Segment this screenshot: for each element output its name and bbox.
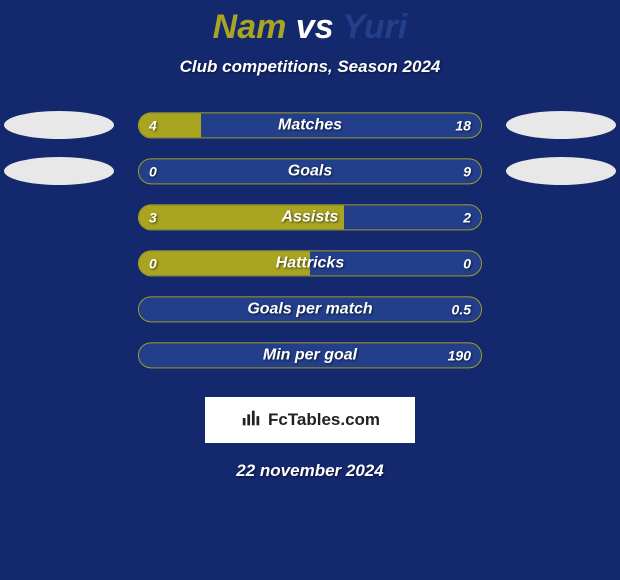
stat-row: Min per goal190	[0, 337, 620, 383]
player1-name: Nam	[213, 8, 287, 46]
stat-bar: Goals per match0.5	[138, 296, 482, 322]
brand-badge[interactable]: FcTables.com	[205, 397, 415, 443]
stat-bar-right	[310, 251, 481, 275]
player1-badge	[4, 157, 114, 185]
player2-name: Yuri	[342, 8, 407, 46]
stat-bar: Goals09	[138, 158, 482, 184]
page-title: Nam vs Yuri	[0, 0, 620, 47]
comparison-card: Nam vs Yuri Club competitions, Season 20…	[0, 0, 620, 580]
stat-row: Hattricks00	[0, 245, 620, 291]
chart-icon	[240, 407, 262, 434]
player1-badge	[4, 111, 114, 139]
stats-list: Matches418 Goals09 Assists32 Hattricks00 Goa…	[0, 107, 620, 383]
stat-bar-right	[139, 297, 481, 321]
stat-bar-left	[139, 205, 344, 229]
player2-badge	[506, 111, 616, 139]
subtitle: Club competitions, Season 2024	[0, 57, 620, 77]
stat-bar-right	[139, 343, 481, 367]
stat-row: Matches418	[0, 107, 620, 153]
stat-bar-left	[139, 113, 201, 137]
stat-bar-right	[201, 113, 481, 137]
stat-bar: Assists32	[138, 204, 482, 230]
stat-row: Assists32	[0, 199, 620, 245]
brand-text: FcTables.com	[268, 410, 380, 430]
stat-row: Goals09	[0, 153, 620, 199]
stat-bar-right	[344, 205, 481, 229]
stat-bar-left	[139, 251, 310, 275]
player2-badge	[506, 157, 616, 185]
stat-bar: Matches418	[138, 112, 482, 138]
date-label: 22 november 2024	[0, 461, 620, 481]
stat-bar: Hattricks00	[138, 250, 482, 276]
stat-bar-right	[139, 159, 481, 183]
vs-label: vs	[296, 8, 334, 46]
stat-row: Goals per match0.5	[0, 291, 620, 337]
stat-bar: Min per goal190	[138, 342, 482, 368]
